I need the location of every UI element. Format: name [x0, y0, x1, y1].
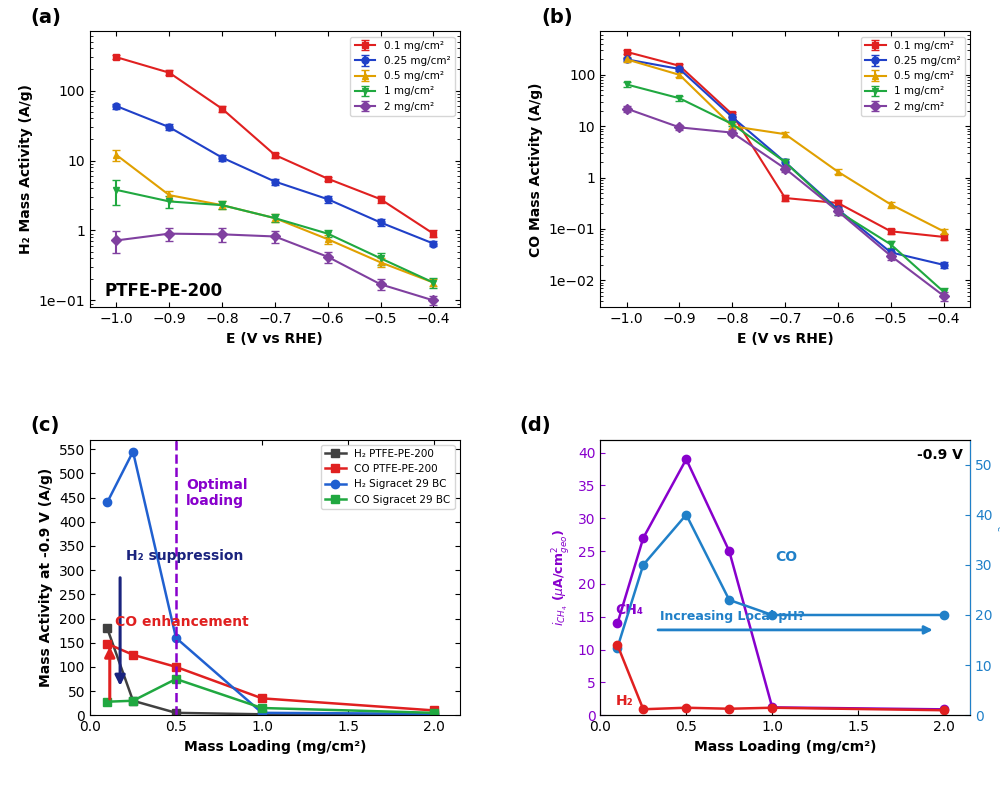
Text: Optimal
loading: Optimal loading: [186, 478, 248, 509]
Line: CO PTFE-PE-200: CO PTFE-PE-200: [103, 640, 438, 714]
H₂ Sigracet 29 BC: [101, 498, 113, 507]
X-axis label: Mass Loading (mg/cm²): Mass Loading (mg/cm²): [694, 740, 876, 754]
Text: (b): (b): [541, 8, 573, 28]
Text: Increasing Local pH?: Increasing Local pH?: [660, 610, 805, 623]
H₂ PTFE-PE-200: [256, 710, 268, 719]
Text: H₂ suppression: H₂ suppression: [126, 549, 243, 564]
X-axis label: E (V vs RHE): E (V vs RHE): [226, 332, 323, 346]
X-axis label: Mass Loading (mg/cm²): Mass Loading (mg/cm²): [184, 740, 366, 754]
Text: PTFE-PE-200: PTFE-PE-200: [105, 282, 223, 300]
Text: -0.9 V: -0.9 V: [917, 448, 963, 462]
CO Sigracet 29 BC: [101, 697, 113, 707]
H₂ PTFE-PE-200: [428, 710, 440, 719]
Y-axis label: $i_{CH_4}$ ($\mu$A/cm$^2_{geo}$): $i_{CH_4}$ ($\mu$A/cm$^2_{geo}$): [550, 529, 572, 626]
H₂ PTFE-PE-200: [101, 623, 113, 633]
X-axis label: E (V vs RHE): E (V vs RHE): [737, 332, 834, 346]
CO Sigracet 29 BC: [428, 708, 440, 718]
CO Sigracet 29 BC: [127, 696, 139, 706]
Text: H₂: H₂: [616, 694, 633, 708]
Y-axis label: Mass Activity at -0.9 V (A/g): Mass Activity at -0.9 V (A/g): [39, 468, 53, 687]
CO PTFE-PE-200: [256, 693, 268, 703]
Y-axis label: $i_{H_2}$ or CO (mA/cm$^2_{geo}$): $i_{H_2}$ or CO (mA/cm$^2_{geo}$): [998, 508, 1000, 647]
CO PTFE-PE-200: [127, 650, 139, 659]
CO Sigracet 29 BC: [256, 703, 268, 713]
Text: (a): (a): [31, 8, 62, 28]
H₂ Sigracet 29 BC: [170, 634, 182, 643]
H₂ PTFE-PE-200: [170, 708, 182, 718]
Line: H₂ PTFE-PE-200: H₂ PTFE-PE-200: [103, 624, 438, 719]
CO Sigracet 29 BC: [170, 674, 182, 684]
Legend: 0.1 mg/cm², 0.25 mg/cm², 0.5 mg/cm², 1 mg/cm², 2 mg/cm²: 0.1 mg/cm², 0.25 mg/cm², 0.5 mg/cm², 1 m…: [861, 37, 965, 116]
Text: CO: CO: [776, 550, 798, 564]
Text: CO enhancement: CO enhancement: [115, 615, 249, 629]
H₂ Sigracet 29 BC: [127, 447, 139, 457]
Line: H₂ Sigracet 29 BC: H₂ Sigracet 29 BC: [103, 447, 438, 718]
Legend: H₂ PTFE-PE-200, CO PTFE-PE-200, H₂ Sigracet 29 BC, CO Sigracet 29 BC: H₂ PTFE-PE-200, CO PTFE-PE-200, H₂ Sigra…: [321, 445, 455, 509]
Legend: 0.1 mg/cm², 0.25 mg/cm², 0.5 mg/cm², 1 mg/cm², 2 mg/cm²: 0.1 mg/cm², 0.25 mg/cm², 0.5 mg/cm², 1 m…: [350, 37, 455, 116]
H₂ Sigracet 29 BC: [428, 709, 440, 718]
CO PTFE-PE-200: [101, 639, 113, 648]
Line: CO Sigracet 29 BC: CO Sigracet 29 BC: [103, 675, 438, 717]
Y-axis label: H₂ Mass Activity (A/g): H₂ Mass Activity (A/g): [19, 84, 33, 255]
Text: (c): (c): [31, 417, 60, 435]
Y-axis label: CO Mass Activity (A/g): CO Mass Activity (A/g): [529, 82, 543, 256]
Text: CH₄: CH₄: [616, 603, 644, 616]
H₂ PTFE-PE-200: [127, 696, 139, 706]
Text: (d): (d): [519, 417, 551, 435]
H₂ Sigracet 29 BC: [256, 708, 268, 718]
CO PTFE-PE-200: [428, 706, 440, 715]
CO PTFE-PE-200: [170, 662, 182, 671]
